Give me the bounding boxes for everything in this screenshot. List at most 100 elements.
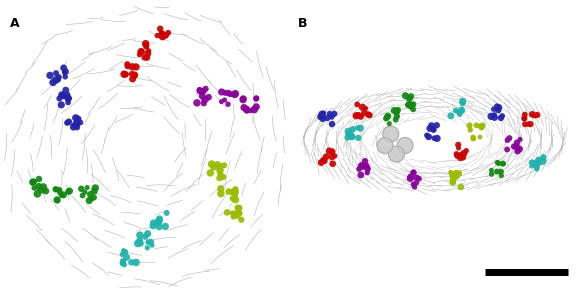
Point [393, 108, 402, 112]
Point [53, 77, 63, 82]
Point [154, 220, 163, 225]
Point [459, 155, 468, 159]
Point [478, 123, 487, 128]
Point [409, 182, 418, 187]
Point [233, 205, 243, 210]
Point [449, 180, 458, 185]
Point [328, 149, 337, 154]
Point [229, 92, 239, 97]
Point [34, 177, 43, 181]
Point [216, 187, 225, 191]
Point [45, 73, 54, 78]
Point [143, 51, 152, 56]
Point [123, 64, 132, 69]
Point [83, 185, 92, 190]
Point [39, 184, 48, 189]
Point [201, 87, 210, 91]
Point [405, 96, 414, 101]
Point [321, 154, 331, 159]
Point [492, 169, 501, 174]
Point [235, 211, 244, 216]
Point [215, 172, 225, 177]
Point [362, 163, 372, 168]
Point [119, 259, 128, 263]
Point [513, 149, 522, 154]
Point [246, 108, 255, 113]
Point [28, 179, 38, 184]
Point [234, 206, 244, 210]
Point [534, 160, 544, 165]
Point [358, 105, 367, 110]
Point [146, 240, 156, 244]
Point [468, 136, 478, 141]
Point [354, 113, 363, 118]
Point [327, 122, 336, 126]
Point [356, 114, 365, 119]
Point [135, 233, 145, 237]
Point [347, 134, 357, 139]
Point [425, 126, 434, 131]
Point [119, 72, 129, 77]
Point [156, 26, 165, 31]
Point [57, 93, 67, 97]
Point [155, 217, 164, 221]
Point [406, 175, 416, 179]
Point [515, 137, 525, 142]
Point [406, 94, 416, 99]
Point [233, 211, 243, 215]
Point [142, 44, 151, 49]
Point [237, 217, 246, 222]
Point [486, 114, 496, 119]
Point [409, 107, 418, 112]
Point [532, 164, 541, 169]
Point [239, 96, 248, 101]
Point [156, 33, 165, 38]
Point [318, 116, 327, 121]
Point [142, 43, 151, 48]
Point [28, 180, 38, 184]
Point [457, 107, 466, 112]
Point [239, 97, 248, 102]
Point [162, 211, 171, 215]
Point [121, 72, 130, 77]
Point [149, 223, 158, 228]
Point [527, 164, 536, 168]
Point [382, 116, 391, 121]
Point [231, 189, 240, 194]
Point [57, 193, 66, 198]
Point [223, 91, 233, 95]
Point [534, 157, 543, 162]
Point [466, 127, 475, 132]
Point [217, 191, 226, 196]
Point [390, 108, 399, 113]
Point [490, 113, 499, 117]
Point [204, 95, 213, 100]
Point [503, 138, 512, 143]
Point [215, 176, 224, 180]
Point [356, 173, 365, 177]
Point [61, 88, 71, 92]
Point [252, 104, 261, 109]
Point [72, 122, 81, 126]
Point [226, 92, 235, 97]
Point [222, 210, 232, 215]
Point [30, 179, 39, 184]
Point [487, 168, 496, 173]
Point [74, 117, 83, 121]
Point [451, 108, 460, 113]
Point [364, 112, 373, 117]
Point [520, 112, 529, 117]
Point [365, 113, 374, 118]
Point [494, 161, 503, 166]
Point [357, 164, 366, 168]
Point [119, 249, 129, 253]
Point [422, 133, 431, 138]
Point [30, 186, 39, 190]
Point [217, 99, 226, 104]
Point [144, 240, 153, 244]
Point [63, 120, 72, 125]
Point [448, 180, 457, 185]
Point [229, 214, 238, 219]
Point [496, 116, 505, 120]
Point [468, 135, 478, 139]
